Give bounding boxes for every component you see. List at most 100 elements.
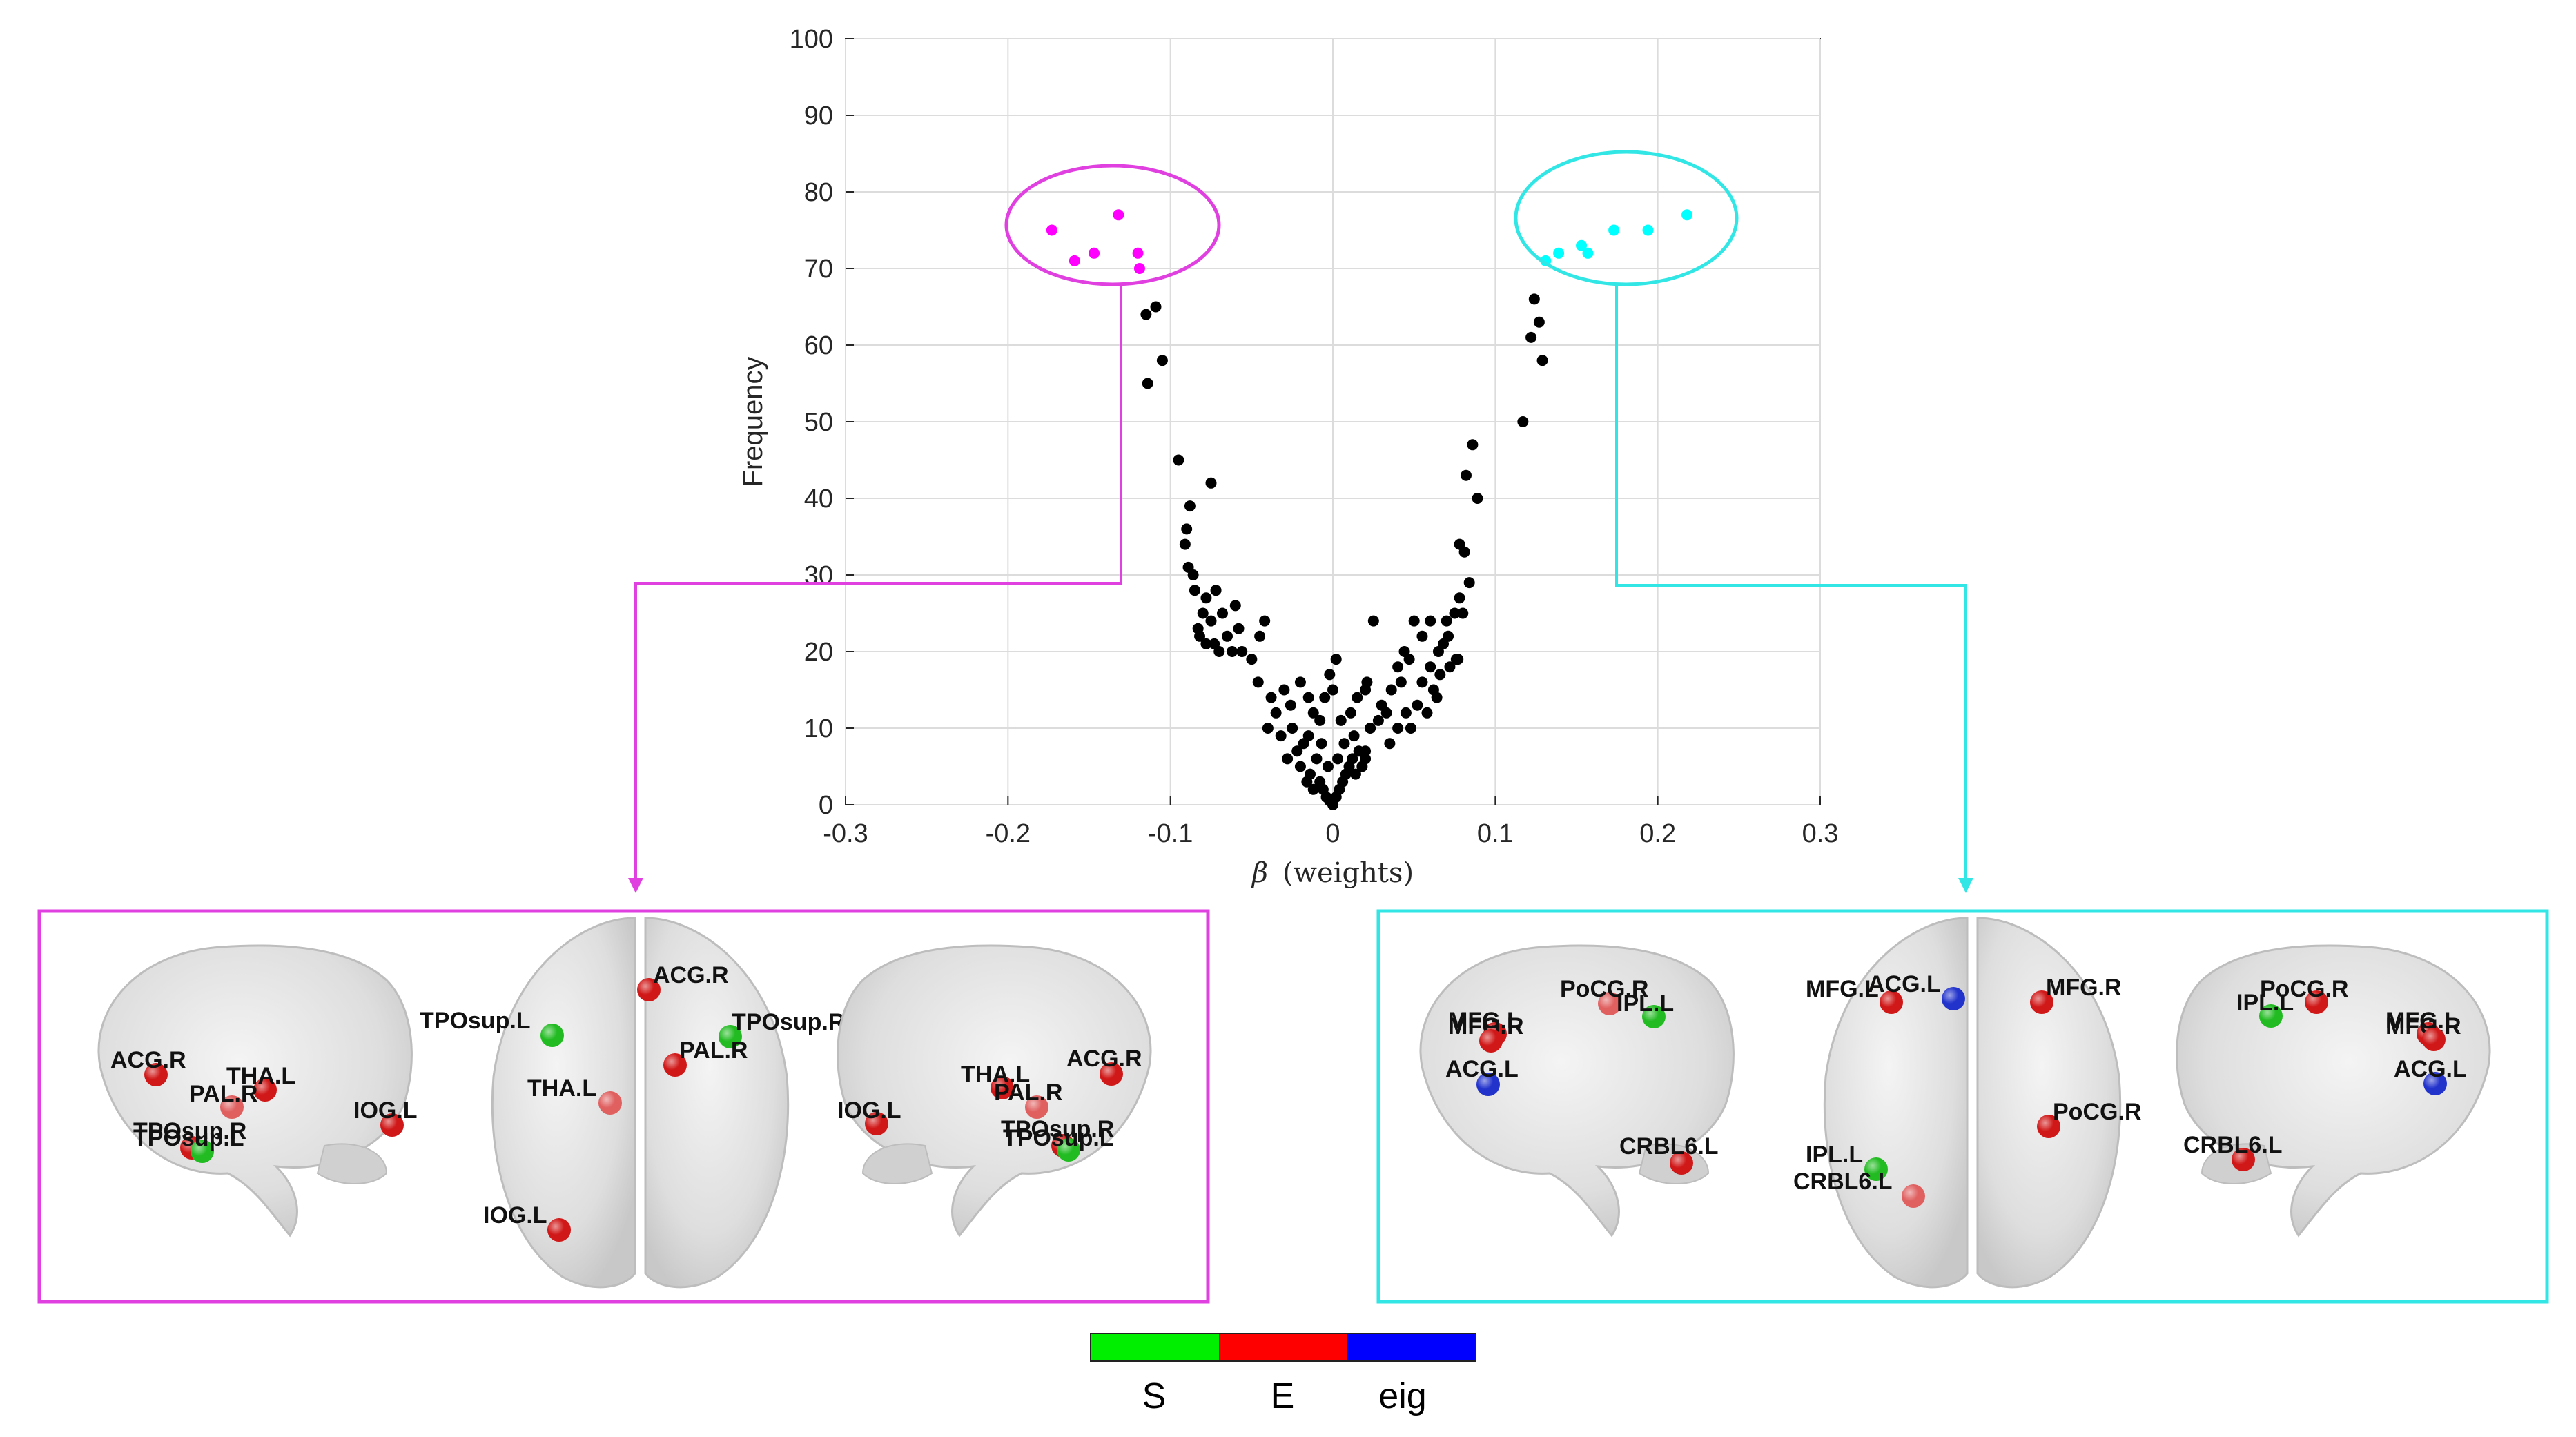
right-axial-nodes: MFG.L ACG.L MFG.R PoCG.R IPL.L CRBL6.L <box>1793 971 2141 1208</box>
data-point-other <box>1282 753 1294 765</box>
data-point-other <box>1227 646 1238 657</box>
data-point-positive-selected <box>1642 224 1654 236</box>
brain-axial-right <box>1823 917 2122 1289</box>
svg-text:TPOsup.R: TPOsup.R <box>732 1009 845 1035</box>
data-point-other <box>1392 661 1404 673</box>
data-point-other <box>1416 676 1428 688</box>
legend-label-eig: eig <box>1378 1376 1426 1416</box>
data-point-positive-selected <box>1608 224 1620 236</box>
node-tposup-l: TPOsup.L <box>133 1125 244 1163</box>
svg-text:PoCG.R: PoCG.R <box>2053 1099 2141 1125</box>
brain-axial-left <box>491 917 790 1289</box>
svg-text:THA.L: THA.L <box>961 1062 1030 1088</box>
data-point-other <box>1254 630 1266 642</box>
data-point-other <box>1360 753 1372 765</box>
node-tha-l: THA.L <box>961 1062 1030 1099</box>
data-point-other <box>1236 646 1248 657</box>
data-points <box>1046 209 1693 810</box>
svg-text:IPL.L: IPL.L <box>1617 990 1674 1017</box>
data-point-other <box>1345 707 1356 718</box>
data-point-other <box>1216 607 1228 619</box>
data-point-other <box>1367 615 1379 627</box>
data-point-other <box>1189 585 1200 596</box>
svg-text:MFG.L: MFG.L <box>1448 1008 1521 1034</box>
data-point-other <box>1209 638 1220 649</box>
y-tick-label: 60 <box>804 331 833 360</box>
svg-text:IPL.L: IPL.L <box>1806 1142 1863 1168</box>
svg-text:THA.L: THA.L <box>226 1063 295 1089</box>
svg-text:IOG.L: IOG.L <box>353 1097 418 1124</box>
data-point-other <box>1352 692 1363 703</box>
svg-text:CRBL6.L: CRBL6.L <box>2183 1132 2283 1158</box>
node-tposup-r: TPOsup.R <box>719 1009 845 1048</box>
data-point-other <box>1287 723 1298 734</box>
y-tick-label: 100 <box>790 25 833 54</box>
data-point-positive-selected <box>1576 240 1588 251</box>
svg-text:TPOsup.R: TPOsup.R <box>1001 1116 1114 1142</box>
data-point-other <box>1301 776 1313 788</box>
data-point-other <box>1140 309 1152 320</box>
data-point-other <box>1327 684 1338 696</box>
data-point-other <box>1517 416 1529 427</box>
x-tick-label: 0 <box>1325 819 1340 848</box>
node-pocg-r: PoCG.R <box>2037 1099 2141 1138</box>
data-point-other <box>1335 714 1347 726</box>
svg-text:CRBL6.L: CRBL6.L <box>1793 1169 1893 1195</box>
data-point-other <box>1205 477 1217 489</box>
svg-text:TPOsup.R: TPOsup.R <box>133 1118 246 1144</box>
svg-text:TPOsup.L: TPOsup.L <box>1003 1125 1114 1151</box>
y-tick-label: 20 <box>804 638 833 667</box>
data-point-other <box>1533 316 1545 328</box>
data-point-other <box>1270 707 1282 718</box>
node-tposup-l: TPOsup.L <box>420 1008 564 1047</box>
node-iog-l: IOG.L <box>483 1202 571 1242</box>
data-point-other <box>1467 439 1479 451</box>
data-point-other <box>1330 654 1342 665</box>
data-point-negative-selected <box>1089 247 1100 259</box>
data-point-other <box>1184 500 1196 512</box>
data-point-other <box>1205 615 1217 627</box>
brain-silhouette <box>1976 917 2122 1289</box>
positive-connector-arrowhead <box>1958 878 1973 893</box>
data-point-other <box>1349 768 1361 780</box>
x-tick-label: -0.2 <box>986 819 1031 848</box>
data-point-negative-selected <box>1132 247 1144 259</box>
data-point-other <box>1385 684 1397 696</box>
node-ipl-l: IPL.L <box>1617 990 1674 1028</box>
data-point-other <box>1458 546 1470 558</box>
svg-text:IOG.L: IOG.L <box>837 1097 901 1124</box>
legend-swatch-e <box>1219 1333 1347 1361</box>
data-point-other <box>1528 293 1540 305</box>
brain-silhouette <box>644 917 790 1289</box>
y-tick-label: 80 <box>804 178 833 207</box>
svg-text:PAL.R: PAL.R <box>994 1079 1062 1106</box>
x-tick-label: -0.3 <box>823 819 868 848</box>
data-point-other <box>1449 607 1461 619</box>
negative-brain-panel: ACG.R THA.L PAL.R TPOsup.R TPOsup.L IOG.… <box>37 909 1210 1304</box>
data-point-other <box>1444 661 1456 673</box>
left-mirror-nodes: ACG.R THA.L PAL.R IOG.L TPOsup.R TPOsup.… <box>837 1046 1142 1162</box>
brain-silhouette <box>491 917 636 1289</box>
x-tick-label: 0.3 <box>1802 819 1839 848</box>
data-point-other <box>1322 761 1334 772</box>
svg-text:ACG.R: ACG.R <box>653 962 729 988</box>
svg-text:ACG.L: ACG.L <box>2394 1056 2467 1082</box>
data-point-other <box>1156 355 1168 366</box>
data-point-other <box>1332 753 1344 765</box>
data-point-other <box>1291 745 1303 757</box>
node-pal-r: PAL.R <box>663 1037 748 1077</box>
data-point-other <box>1246 654 1258 665</box>
y-tick-label: 30 <box>804 561 833 590</box>
data-point-other <box>1431 692 1443 703</box>
data-point-positive-selected <box>1553 247 1565 259</box>
x-tick-label: -0.1 <box>1148 819 1193 848</box>
data-point-other <box>1259 615 1271 627</box>
data-point-other <box>1229 600 1241 612</box>
brain-sagittal-right <box>2176 944 2491 1238</box>
positive-selection-ellipse <box>1514 150 1739 286</box>
data-point-other <box>1187 569 1199 580</box>
node-mfg-l: MFG.L <box>1806 976 1903 1014</box>
y-tick-label: 0 <box>819 791 833 820</box>
node-acg-l: ACG.L <box>2394 1056 2467 1095</box>
